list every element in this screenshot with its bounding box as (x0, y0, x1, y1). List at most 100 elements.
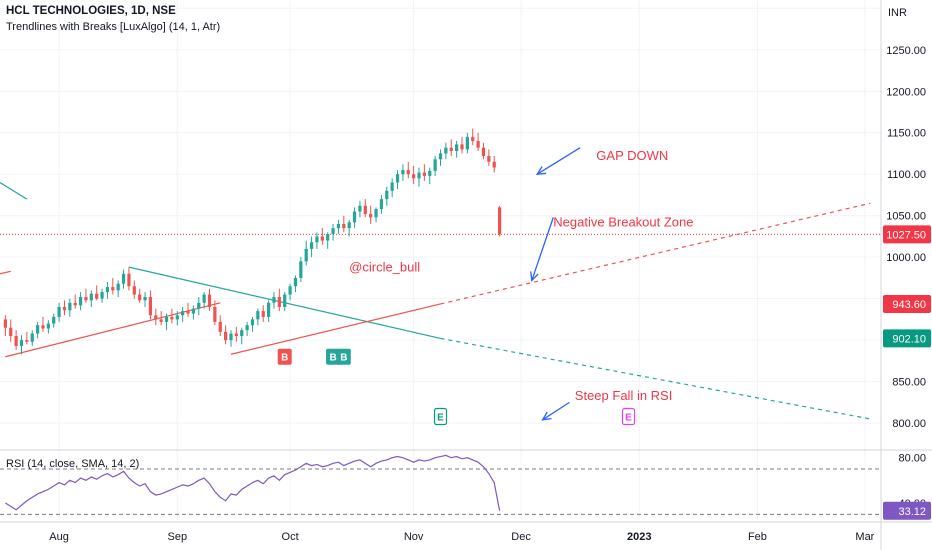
candle-body (481, 147, 486, 156)
candle-body (111, 287, 115, 291)
candle-body (363, 205, 367, 215)
candle-body (84, 297, 88, 301)
candle-body (143, 297, 147, 301)
candle-body (154, 315, 158, 320)
candle-body (138, 294, 142, 301)
candle-body (197, 302, 201, 309)
annotation-steep-fall: Steep Fall in RSI (575, 388, 673, 403)
rsi-line (5, 454, 501, 511)
currency-label: INR (888, 7, 907, 19)
price-tick-label: 1250.00 (886, 45, 926, 57)
candle-body (358, 205, 362, 212)
candle-body (207, 294, 212, 307)
candle-body (25, 340, 29, 342)
candle-body (449, 147, 453, 151)
candle-body (68, 302, 72, 311)
marker-e-bg (433, 407, 448, 426)
arrow-gap-down-head (535, 166, 547, 176)
candle-body (73, 302, 77, 306)
time-tick-label: Oct (282, 531, 299, 543)
candle-body (191, 308, 196, 314)
candle-body (240, 330, 244, 336)
candle-body (78, 297, 83, 306)
candle-body (320, 236, 324, 241)
candle-body (428, 170, 432, 176)
candle-body (401, 170, 405, 175)
candle-body (304, 248, 308, 262)
candle-body (3, 319, 7, 328)
marker-e-bg (621, 407, 636, 426)
candle-body (293, 277, 298, 287)
candle-body (202, 294, 206, 303)
candle-body (89, 293, 93, 301)
trendline-red-oct-ext (440, 202, 871, 305)
candle-body (62, 306, 67, 311)
price-tick-label: 1200.00 (886, 86, 926, 98)
candle-body (52, 316, 56, 324)
candle-body (14, 336, 18, 346)
marker-b-label: B (340, 353, 347, 364)
candle-body (100, 292, 104, 299)
candle-body (412, 174, 416, 179)
trendline-red-oct (230, 303, 441, 355)
candle-body (326, 233, 330, 241)
annotations: GAP DOWN Negative Breakout Zone @circle_bu… (349, 147, 694, 421)
candle-body (164, 316, 169, 322)
candle-body (385, 190, 389, 200)
candle-body (347, 222, 351, 229)
annotation-negative-breakout: Negative Breakout Zone (553, 214, 693, 229)
candle-body (261, 311, 265, 317)
markers: B B BE E (277, 348, 636, 426)
candles (3, 128, 502, 355)
candle-body (497, 207, 502, 235)
candle-body (224, 331, 228, 341)
marker-b-bg (277, 348, 292, 365)
candle-body (336, 224, 341, 229)
candle-body (315, 236, 319, 243)
price-tag-label: 902.10 (892, 333, 926, 345)
candle-body (41, 325, 45, 329)
arrow-breakout (531, 217, 554, 281)
candle-body (465, 136, 469, 150)
candle-body (309, 242, 314, 249)
candle-body (471, 136, 475, 142)
chart-title: HCL TECHNOLOGIES, 1D, NSE (6, 5, 176, 17)
price-tick-label: 800.00 (892, 418, 926, 430)
candle-body (35, 325, 40, 334)
candle-body (476, 141, 480, 148)
candle-body (229, 333, 233, 341)
marker-b-bg (336, 348, 351, 365)
price-tick-label: 850.00 (892, 377, 926, 389)
candle-body (438, 153, 443, 160)
price-tick-label: 1150.00 (887, 128, 926, 140)
candle-body (57, 306, 61, 317)
rsi-label: RSI (14, close, SMA, 14, 2) (6, 458, 140, 470)
candle-body (369, 214, 373, 218)
candle-body (487, 155, 491, 162)
candle-body (159, 319, 163, 322)
annotation-gap-down: GAP DOWN (596, 148, 668, 163)
candle-body (245, 325, 249, 331)
candle-body (30, 333, 34, 342)
candle-body (132, 286, 136, 295)
candle-body (95, 293, 99, 299)
candle-body (406, 170, 410, 175)
candle-body (213, 306, 217, 322)
arrow-breakout-head (530, 271, 539, 282)
candle-body (19, 340, 24, 346)
price-tag-label: 943.60 (892, 299, 926, 311)
candle-body (390, 182, 394, 191)
candle-body (121, 273, 126, 284)
candle-body (272, 297, 276, 303)
candle-body (492, 161, 496, 168)
candle-body (127, 273, 131, 287)
trendline-teal-lower-ext (440, 337, 871, 420)
indicator-label: Trendlines with Breaks [LuxAlgo] (14, 1,… (6, 21, 221, 33)
candle-body (170, 316, 174, 320)
candle-body (352, 211, 357, 223)
candle-body (181, 311, 185, 316)
time-tick-label: Sep (167, 531, 187, 543)
candle-body (417, 172, 421, 179)
candle-body (234, 333, 238, 336)
rsi-panel (0, 454, 881, 515)
